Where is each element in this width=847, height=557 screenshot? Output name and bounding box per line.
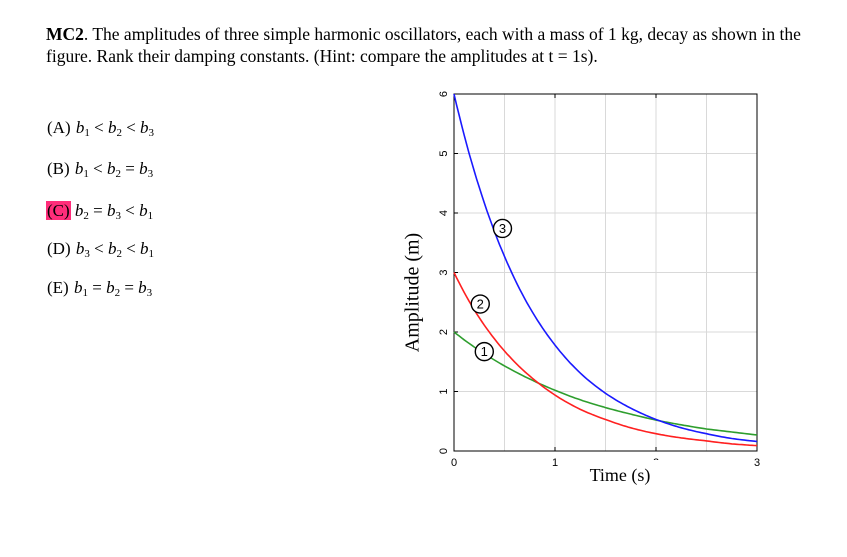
option-variable: b2 [74,201,89,222]
curve-marker-label: 1 [481,344,488,359]
option-letter: (A) [47,118,71,137]
y-axis-label: Amplitude (m) [402,233,424,352]
option-letter: (E) [47,278,69,297]
option-c[interactable]: (C) b2 = b3 < b1 [46,201,153,222]
option-letter: (C) [46,201,71,220]
question-body: . The amplitudes of three simple harmoni… [46,24,801,66]
option-variable: b3 [140,118,155,139]
y-tick-label: 4 [438,210,450,216]
option-d[interactable]: (D) b3 < b2 < b1 [46,239,154,260]
option-variable: b2 [107,239,122,260]
y-tick-label: 3 [438,269,450,275]
x-axis-label-bg [573,460,673,486]
option-variable: b3 [75,239,90,260]
curve-marker-circle [470,294,490,314]
x-axis-label: Time (s) [590,465,651,486]
x-tick-label: 0 [451,457,457,469]
option-operator: = [88,201,108,220]
option-b[interactable]: (B) b1 < b2 = b3 [46,159,153,180]
curve-marker-circle [492,218,513,239]
option-operator: = [121,159,140,178]
y-tick-label: 2 [438,329,450,335]
option-operator: < [89,239,108,258]
option-operator: = [87,278,107,297]
series-line-1 [453,331,758,436]
option-variable: b3 [138,278,153,299]
option-operator: < [121,239,141,258]
option-variable: b1 [140,239,155,260]
option-variable: b2 [107,159,122,180]
curve-marker-label: 3 [499,221,506,236]
y-tick-label: 0 [438,448,450,454]
option-variable: b2 [107,118,122,139]
option-e[interactable]: (E) b1 = b2 = b3 [46,278,152,299]
option-variable: b1 [139,201,154,222]
option-operator: = [120,278,139,297]
y-tick-label: 6 [438,91,450,97]
option-variable: b2 [106,278,121,299]
option-letter: (B) [47,159,70,178]
y-tick-label: 1 [438,388,450,394]
question-text: MC2. The amplitudes of three simple harm… [46,23,836,67]
x-tick-label: 3 [754,457,760,469]
option-variable: b1 [74,159,89,180]
option-letter: (D) [47,239,71,258]
option-variable: b3 [139,159,154,180]
question-label: MC2 [46,24,84,44]
y-tick-label: 5 [438,150,450,156]
option-operator: < [121,118,141,137]
option-variable: b1 [75,118,90,139]
option-operator: < [89,118,108,137]
option-variable: b1 [73,278,88,299]
x-tick-label: 1 [552,457,558,469]
option-a[interactable]: (A) b1 < b2 < b3 [46,118,154,139]
curve-marker-circle [474,341,494,362]
option-variable: b3 [107,201,122,222]
series-line-3 [453,93,758,443]
option-operator: < [121,201,140,220]
series-line-2 [453,272,758,447]
option-operator: < [88,159,108,178]
curve-marker-label: 2 [477,296,484,311]
